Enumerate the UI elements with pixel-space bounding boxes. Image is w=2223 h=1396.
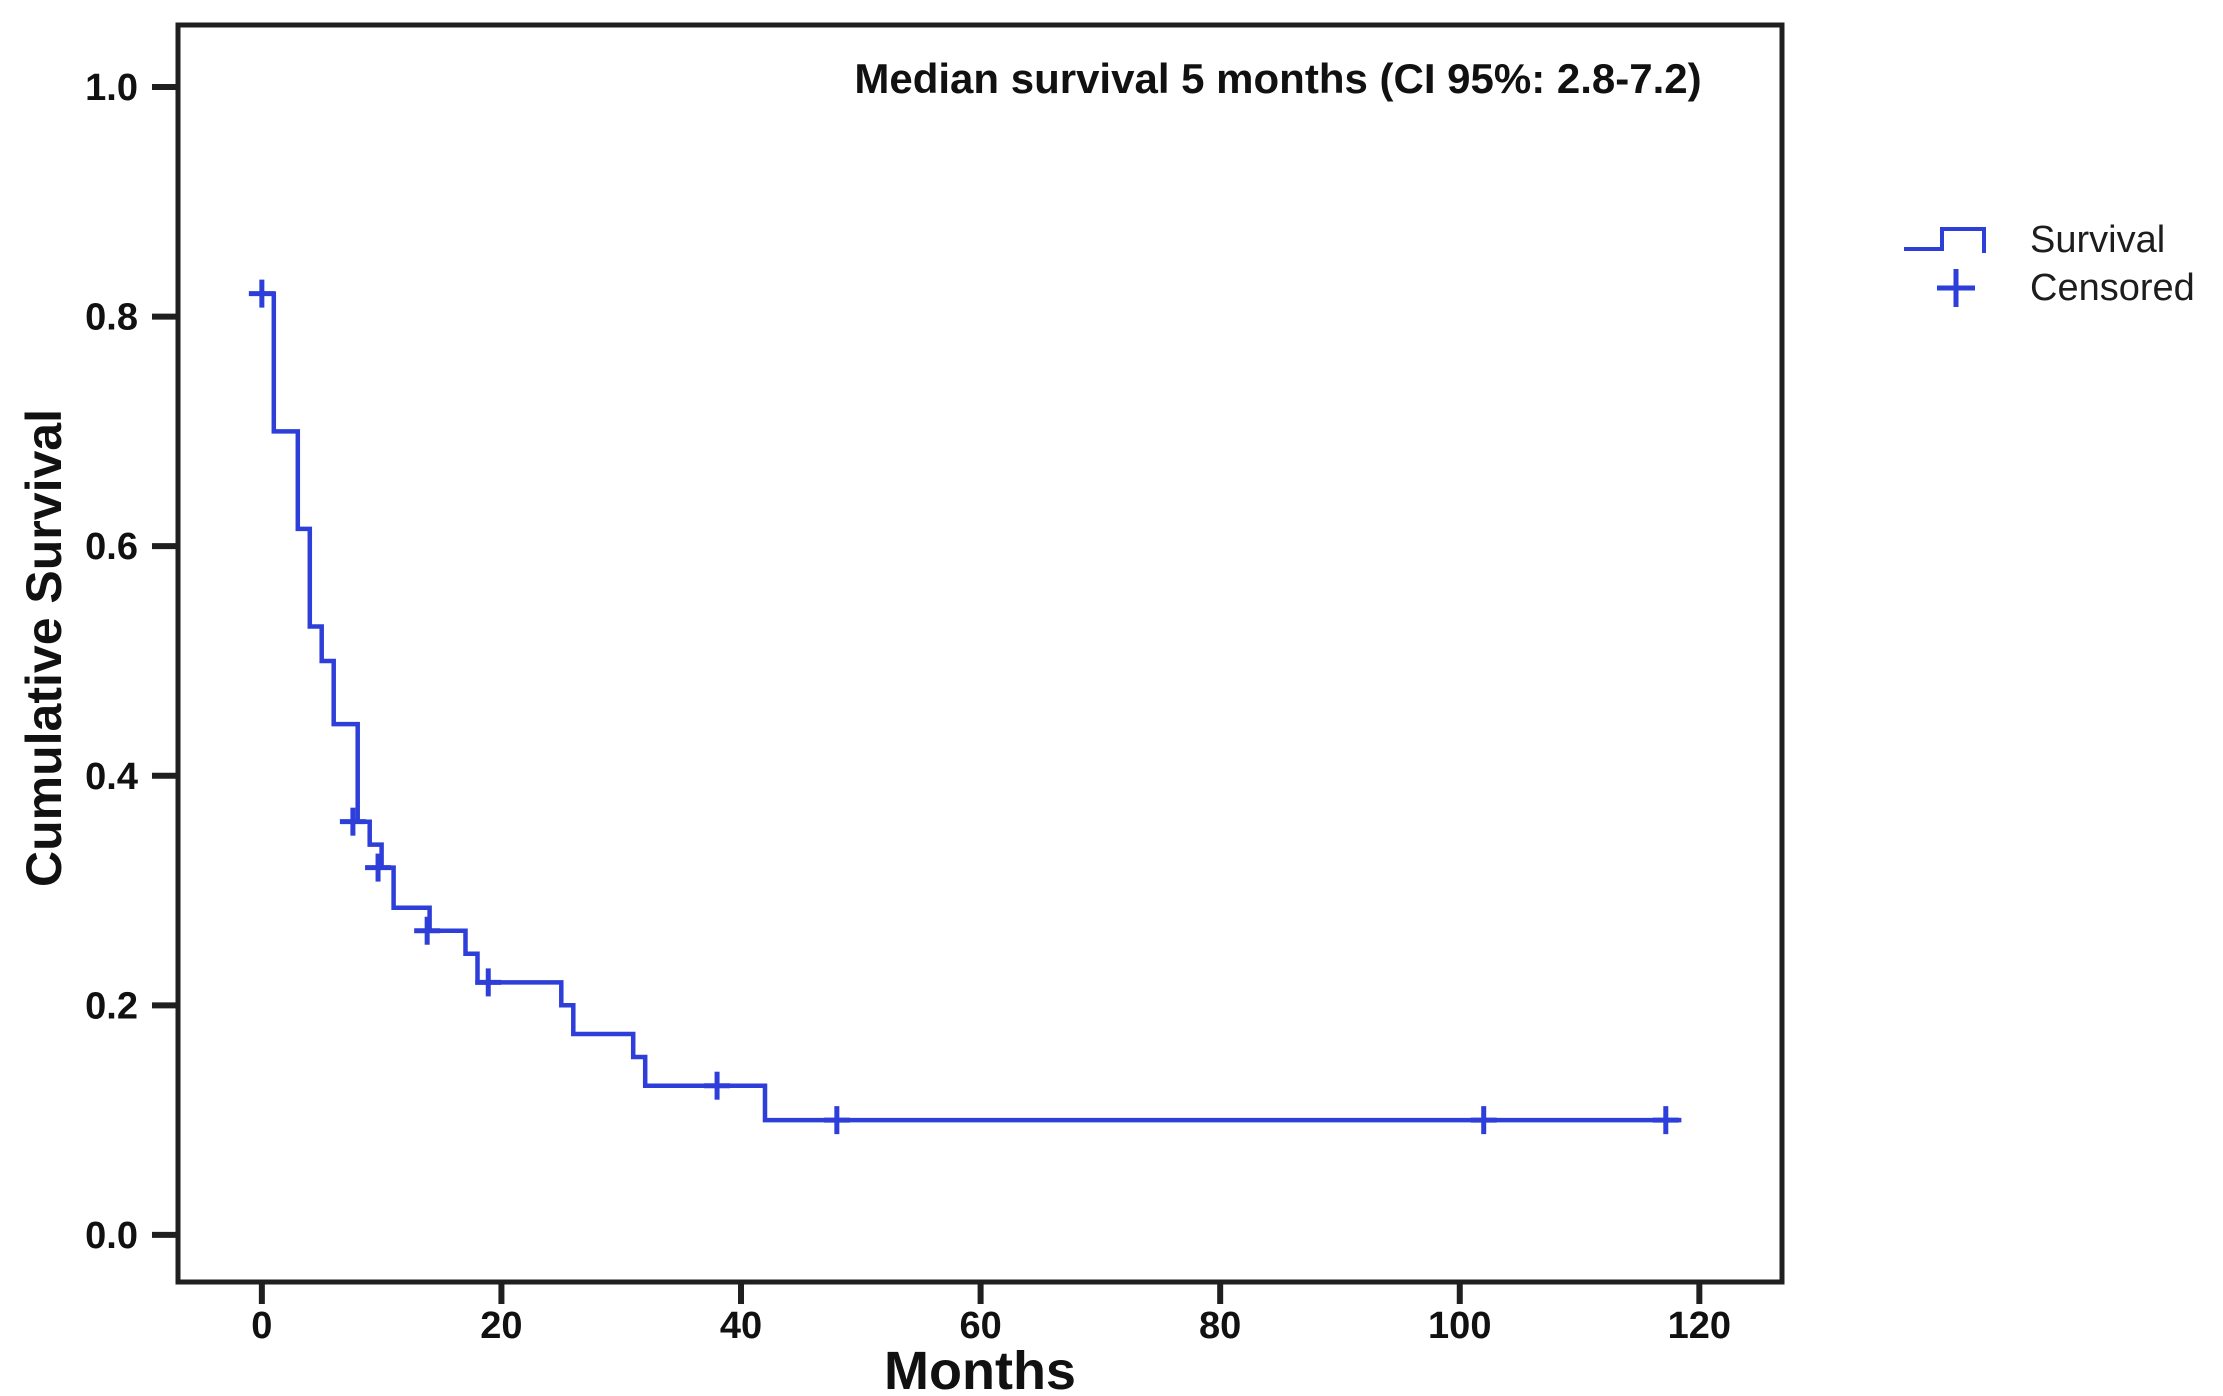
x-tick-label: 20 [480,1305,522,1347]
axis-ticks [152,83,1703,1304]
x-tick-label: 100 [1428,1305,1491,1347]
x-tick-label: 40 [720,1305,762,1347]
legend: Survival Censored [1898,216,2195,312]
legend-row-survival: Survival [1898,216,2195,264]
y-tick-label: 1.0 [85,67,138,109]
tick-labels: 0 20 40 60 80 100 120 0.0 0.2 0.4 0.6 0.8 1.0 [85,67,1731,1347]
censored-plus-marks [248,279,1679,1135]
x-tick-label: 120 [1668,1305,1731,1347]
x-tick-label: 60 [959,1305,1001,1347]
survival-step-line-icon [1904,227,1986,253]
legend-label-censored: Censored [2030,266,2195,309]
plot-border [175,22,1785,1285]
x-tick-label: 0 [251,1305,272,1347]
legend-row-censored: Censored [1898,264,2195,312]
y-axis-title: Cumulative Survival [16,409,72,887]
censored-plus-icon [1937,269,1975,307]
survival-curve-path [261,291,1682,1123]
y-tick-label: 0.0 [85,1215,138,1257]
legend-label-survival: Survival [2030,218,2166,261]
y-tick-label: 0.2 [85,985,138,1027]
y-tick-label: 0.8 [85,297,138,339]
plot-frame [175,22,1785,1285]
survival-step-curve [261,291,1682,1123]
x-axis-title: Months [884,1341,1076,1396]
y-tick-label: 0.4 [85,756,138,798]
y-tick-label: 0.6 [85,526,138,568]
x-tick-label: 80 [1199,1305,1241,1347]
median-survival-annotation: Median survival 5 months (CI 95%: 2.8-7.… [854,55,1702,102]
